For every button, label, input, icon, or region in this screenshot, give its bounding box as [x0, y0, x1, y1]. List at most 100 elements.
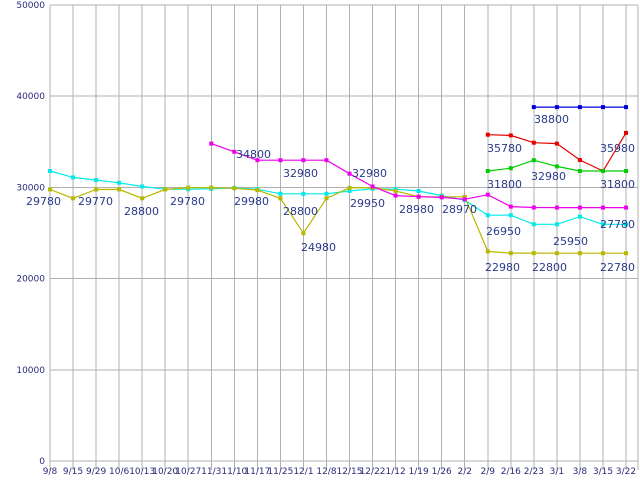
x-tick-label: 3/8 — [573, 467, 588, 477]
series-marker-series-cyan — [601, 222, 605, 227]
x-tick-label: 3/22 — [616, 467, 636, 477]
series-marker-series-olive — [485, 249, 490, 254]
series-marker-series-magenta — [624, 205, 628, 210]
series-marker-series-magenta — [439, 195, 444, 200]
series-marker-series-blue — [531, 105, 536, 110]
series-marker-series-blue — [554, 105, 559, 110]
series-marker-series-blue — [577, 105, 582, 110]
series-marker-series-olive — [324, 196, 329, 201]
x-tick-label: 10/27 — [175, 467, 201, 477]
x-tick-label: 1/26 — [432, 467, 452, 477]
series-marker-series-red — [554, 141, 559, 146]
y-tick-label: 0 — [39, 457, 45, 467]
series-marker-series-olive — [624, 251, 628, 256]
x-tick-label: 10/20 — [152, 467, 178, 477]
data-point-label: 26950 — [486, 225, 521, 238]
series-marker-series-cyan — [117, 180, 122, 185]
series-marker-series-cyan — [577, 214, 582, 219]
series-marker-series-magenta — [347, 171, 352, 176]
series-marker-series-green — [485, 169, 490, 173]
grid-lines — [49, 4, 638, 470]
series-marker-series-cyan — [278, 191, 283, 196]
series-marker-series-cyan — [554, 222, 559, 227]
data-point-label: 25950 — [553, 235, 588, 248]
series-marker-series-red — [508, 133, 513, 138]
data-point-label: 27780 — [600, 218, 635, 231]
series-marker-series-blue — [624, 105, 628, 110]
series-marker-series-olive — [48, 187, 52, 192]
data-point-label: 38800 — [534, 113, 569, 126]
data-point-label: 22980 — [485, 261, 520, 274]
series-marker-series-red — [485, 132, 490, 137]
data-point-label: 34800 — [236, 148, 271, 161]
series-marker-series-olive — [508, 251, 513, 256]
series-marker-series-cyan — [301, 191, 306, 196]
data-point-label: 29980 — [234, 195, 269, 208]
y-tick-label: 40000 — [16, 92, 45, 102]
series-marker-series-magenta — [462, 197, 467, 202]
series-marker-series-olive — [71, 196, 75, 201]
series-marker-series-olive — [301, 231, 306, 236]
series-marker-series-cyan — [508, 213, 513, 218]
data-point-label: 35980 — [600, 142, 635, 155]
series-marker-series-magenta — [601, 205, 605, 210]
data-point-label: 35780 — [487, 142, 522, 155]
series-marker-series-olive — [462, 194, 467, 199]
x-tick-label: 2/2 — [457, 467, 471, 477]
data-point-label: 28800 — [283, 205, 318, 218]
data-point-label: 28980 — [399, 203, 434, 216]
series-marker-series-magenta — [209, 141, 214, 146]
series-marker-series-olive — [140, 196, 145, 201]
series-marker-series-cyan — [416, 189, 421, 193]
data-point-label: 31800 — [600, 178, 635, 191]
series-marker-series-olive — [117, 187, 122, 192]
series-marker-series-magenta — [370, 184, 375, 189]
x-tick-label: 2/9 — [481, 467, 496, 477]
x-tick-label: 3/1 — [550, 467, 564, 477]
series-marker-series-cyan — [324, 191, 329, 196]
x-tick-label: 10/6 — [109, 467, 129, 477]
series-marker-series-olive — [601, 251, 605, 256]
y-tick-label: 30000 — [16, 183, 45, 193]
series-marker-series-cyan — [71, 175, 75, 180]
x-tick-label: 9/15 — [63, 467, 83, 477]
series-marker-series-olive — [186, 185, 191, 190]
series-marker-series-cyan — [624, 222, 628, 227]
data-point-label: 28800 — [124, 205, 159, 218]
data-point-label: 29780 — [26, 195, 61, 208]
x-tick-label: 2/16 — [501, 467, 521, 477]
series-marker-series-magenta — [393, 193, 398, 198]
x-tick-label: 12/22 — [360, 467, 386, 477]
series-marker-series-olive — [94, 187, 99, 192]
data-point-labels: 29780 29770 28800 29780 29980 28800 24980 29950… — [26, 113, 635, 274]
x-tick-label: 11/17 — [244, 467, 270, 477]
series-marker-series-magenta — [416, 194, 421, 199]
series-marker-series-cyan — [347, 189, 352, 193]
data-point-label: 29780 — [170, 195, 205, 208]
series-marker-series-olive — [554, 251, 559, 256]
data-point-label: 29950 — [350, 197, 385, 210]
series-marker-series-magenta — [508, 204, 513, 209]
data-point-label: 22800 — [532, 261, 567, 274]
data-point-label: 22780 — [600, 261, 635, 274]
series-marker-series-olive — [347, 185, 352, 190]
data-point-label: 32980 — [531, 170, 566, 183]
x-tick-label: 2/23 — [524, 467, 544, 477]
series-marker-series-green — [531, 158, 536, 163]
x-tick-label: 11/10 — [221, 467, 247, 477]
x-tick-label: 12/1 — [293, 467, 313, 477]
x-tick-label: 1/12 — [385, 467, 405, 477]
series-marker-series-cyan — [48, 169, 52, 173]
series-marker-series-red — [624, 130, 628, 135]
y-tick-label: 50000 — [16, 1, 45, 11]
y-axis-tick-labels: 0 10000 20000 30000 40000 50000 — [16, 1, 45, 467]
data-point-label: 24980 — [301, 241, 336, 254]
x-tick-label: 10/13 — [129, 467, 155, 477]
data-point-label: 32980 — [352, 167, 387, 180]
series-marker-series-magenta — [255, 158, 260, 163]
data-point-label: 29770 — [78, 195, 113, 208]
series-marker-series-olive — [577, 251, 582, 256]
series-marker-series-green — [554, 164, 559, 169]
